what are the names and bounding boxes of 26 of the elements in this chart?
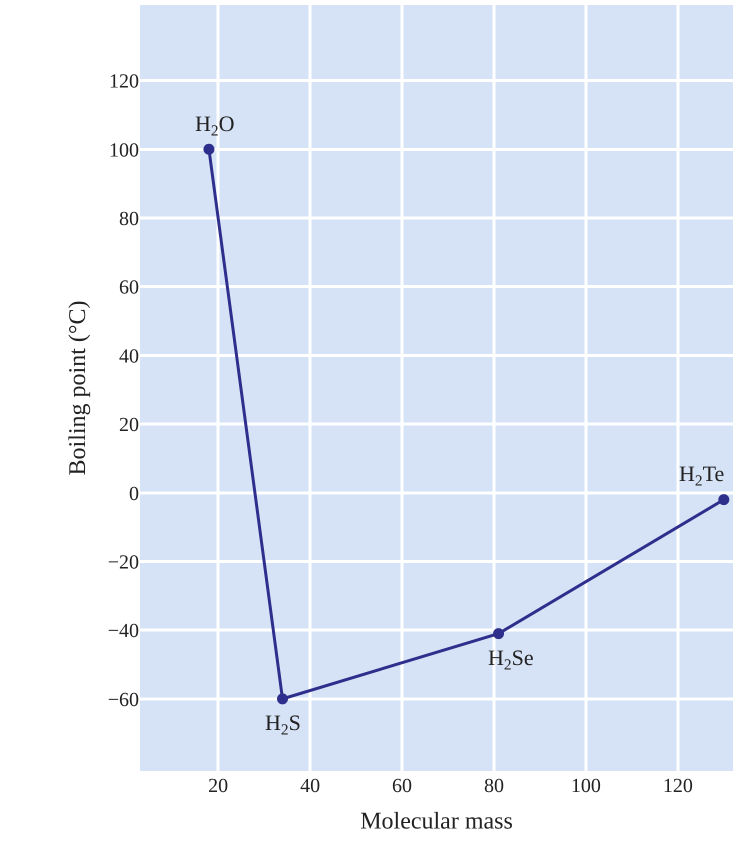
- x-tick-label: 40: [300, 775, 320, 797]
- y-tick-label: 40: [119, 345, 139, 368]
- annotation: H$_{2}$Se: [488, 645, 534, 674]
- annotation: H$_{2}$Te: [679, 461, 724, 490]
- annotation: H$_{2}$O: [195, 111, 234, 140]
- point: [277, 693, 288, 704]
- x-tick-label: 60: [392, 775, 412, 797]
- y-tick-label: 0: [129, 482, 139, 505]
- x-tick-label: 120: [662, 775, 693, 797]
- y-tick-label: 100: [109, 139, 139, 162]
- x-axis-title: Molecular mass: [360, 808, 513, 834]
- point: [493, 628, 504, 640]
- y-tick-label: 120: [109, 70, 139, 93]
- y-tick-label: 20: [119, 414, 139, 436]
- y-tick-label: 60: [119, 276, 139, 299]
- x-tick-label: 100: [570, 775, 601, 797]
- point: [718, 494, 730, 506]
- x-tick-label: 80: [484, 775, 504, 797]
- y-tick-label: −40: [108, 620, 139, 642]
- x-tick-label: 20: [208, 775, 228, 797]
- point: [203, 144, 214, 155]
- y-tick-label: 80: [119, 208, 139, 230]
- annotation: H$_{2}$S: [265, 710, 301, 739]
- y-tick-label: −20: [108, 551, 139, 574]
- y-tick-label: −60: [108, 688, 139, 711]
- y-axis-title: Boiling point (°C): [64, 300, 91, 476]
